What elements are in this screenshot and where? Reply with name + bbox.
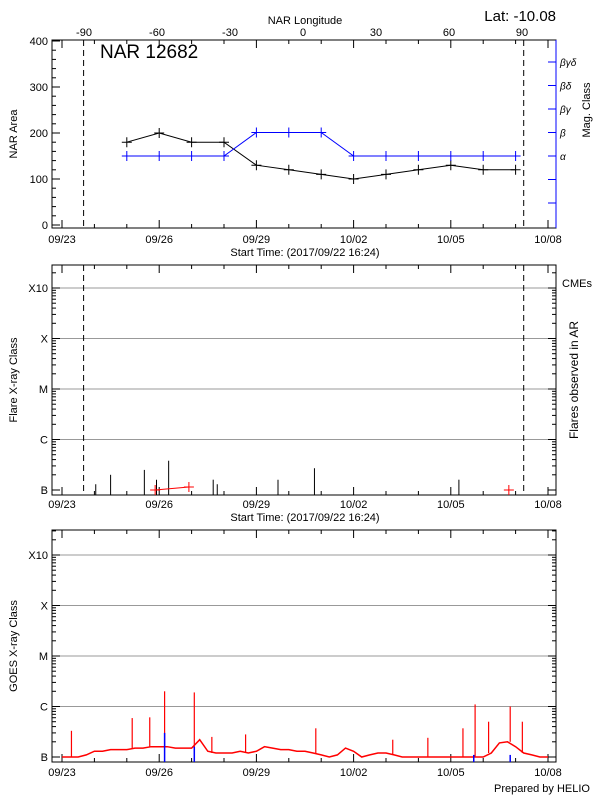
area-point [316,169,327,180]
y-tick-label: X10 [28,550,48,562]
y-tick-label: M [39,384,48,396]
top-tick-label: 60 [443,27,455,39]
x-tick-label: 09/26 [145,499,173,511]
y-tick-label: B [41,752,48,764]
x-axis-title: Start Time: (2017/09/22 16:24) [230,512,379,524]
area-point [186,137,197,148]
cme-legend: CMEs [562,278,592,290]
mag-class-point [121,151,132,161]
mag-class-point [154,151,165,161]
mag-class-label: βδ [559,82,572,93]
cme-point [183,482,194,492]
mag-class-label: β [559,129,566,140]
top-tick-label: -60 [149,27,165,39]
mag-class-label: βγ [559,105,572,116]
mag-class-point [381,151,391,161]
y-tick-label: X [41,334,49,346]
top-tick-label: 0 [300,27,306,39]
y-tick-label: X [41,601,49,613]
lat-label: Lat: -10.08 [484,8,556,25]
top-tick-label: -30 [222,27,238,39]
x-tick-label: 10/05 [437,499,465,511]
mag-class-point [348,151,359,161]
y-tick-label: 200 [30,128,48,140]
plot-frame [51,39,557,229]
area-point [413,164,424,175]
y-axis-title: GOES X-ray Class [8,600,20,692]
top-axis-title: NAR Longitude [268,15,343,27]
y-tick-label: 0 [42,220,48,232]
x-tick-label: 10/08 [534,767,562,779]
y-tick-label: 300 [30,82,48,94]
cme-point [503,485,514,495]
area-point [348,174,359,184]
x-tick-label: 09/29 [243,234,271,246]
x-tick-label: 09/26 [145,234,173,246]
x-tick-label: 10/08 [534,499,562,511]
top-tick-label: -90 [76,27,92,39]
x-tick-label: 09/29 [243,767,271,779]
x-tick-label: 09/29 [243,499,271,511]
mag-class-label: α [560,152,566,163]
area-point [445,160,456,171]
area-point [154,128,165,138]
y2-axis-title: Mag. Class [581,82,593,138]
area-point [219,137,229,148]
y-tick-label: 400 [30,36,48,48]
mag-class-point [316,127,327,138]
mag-class-point [413,151,424,161]
top-tick-label: 30 [370,27,382,39]
y-tick-label: 100 [30,174,48,186]
y-tick-label: C [40,702,48,714]
area-point [381,169,391,180]
x-tick-label: 10/02 [340,234,368,246]
area-point [283,164,294,175]
mag-class-point [510,151,521,161]
top-tick-label: 90 [516,27,528,39]
x-tick-label: 10/08 [534,234,562,246]
area-point [510,164,521,175]
x-tick-label: 10/05 [437,234,465,246]
area-point [251,160,262,171]
cme-point [150,485,161,495]
mag-class-point [186,151,197,161]
y-tick-label: M [39,651,48,663]
x-tick-label: 09/23 [48,499,76,511]
y-axis-title: NAR Area [8,109,20,159]
plot-frame [51,529,557,763]
y-tick-label: B [41,485,48,497]
x-axis-title: Start Time: (2017/09/22 16:24) [230,247,379,259]
y-tick-label: C [40,435,48,447]
cme-line [155,486,189,491]
x-tick-label: 10/02 [340,499,368,511]
y-tick-label: X10 [28,283,48,295]
y-axis-title: Flare X-ray Class [8,337,20,422]
mag-class-point [219,151,229,161]
mag-class-point [283,127,294,138]
y2-axis-title: Flares observed in AR [567,321,581,439]
x-tick-label: 09/23 [48,767,76,779]
area-point [478,164,489,175]
goes-flux-line [62,738,548,758]
mag-class-point [445,151,456,161]
mag-class-label: βγδ [559,58,577,69]
x-tick-label: 09/26 [145,767,173,779]
x-tick-label: 10/05 [437,767,465,779]
chart-title: NAR 12682 [100,42,198,63]
mag-class-point [478,151,489,161]
prepared-by-label: Prepared by HELIO [494,783,590,795]
area-point [121,137,132,148]
x-tick-label: 10/02 [340,767,368,779]
plot-frame [51,264,557,496]
x-tick-label: 09/23 [48,234,76,246]
mag-class-point [251,127,262,138]
